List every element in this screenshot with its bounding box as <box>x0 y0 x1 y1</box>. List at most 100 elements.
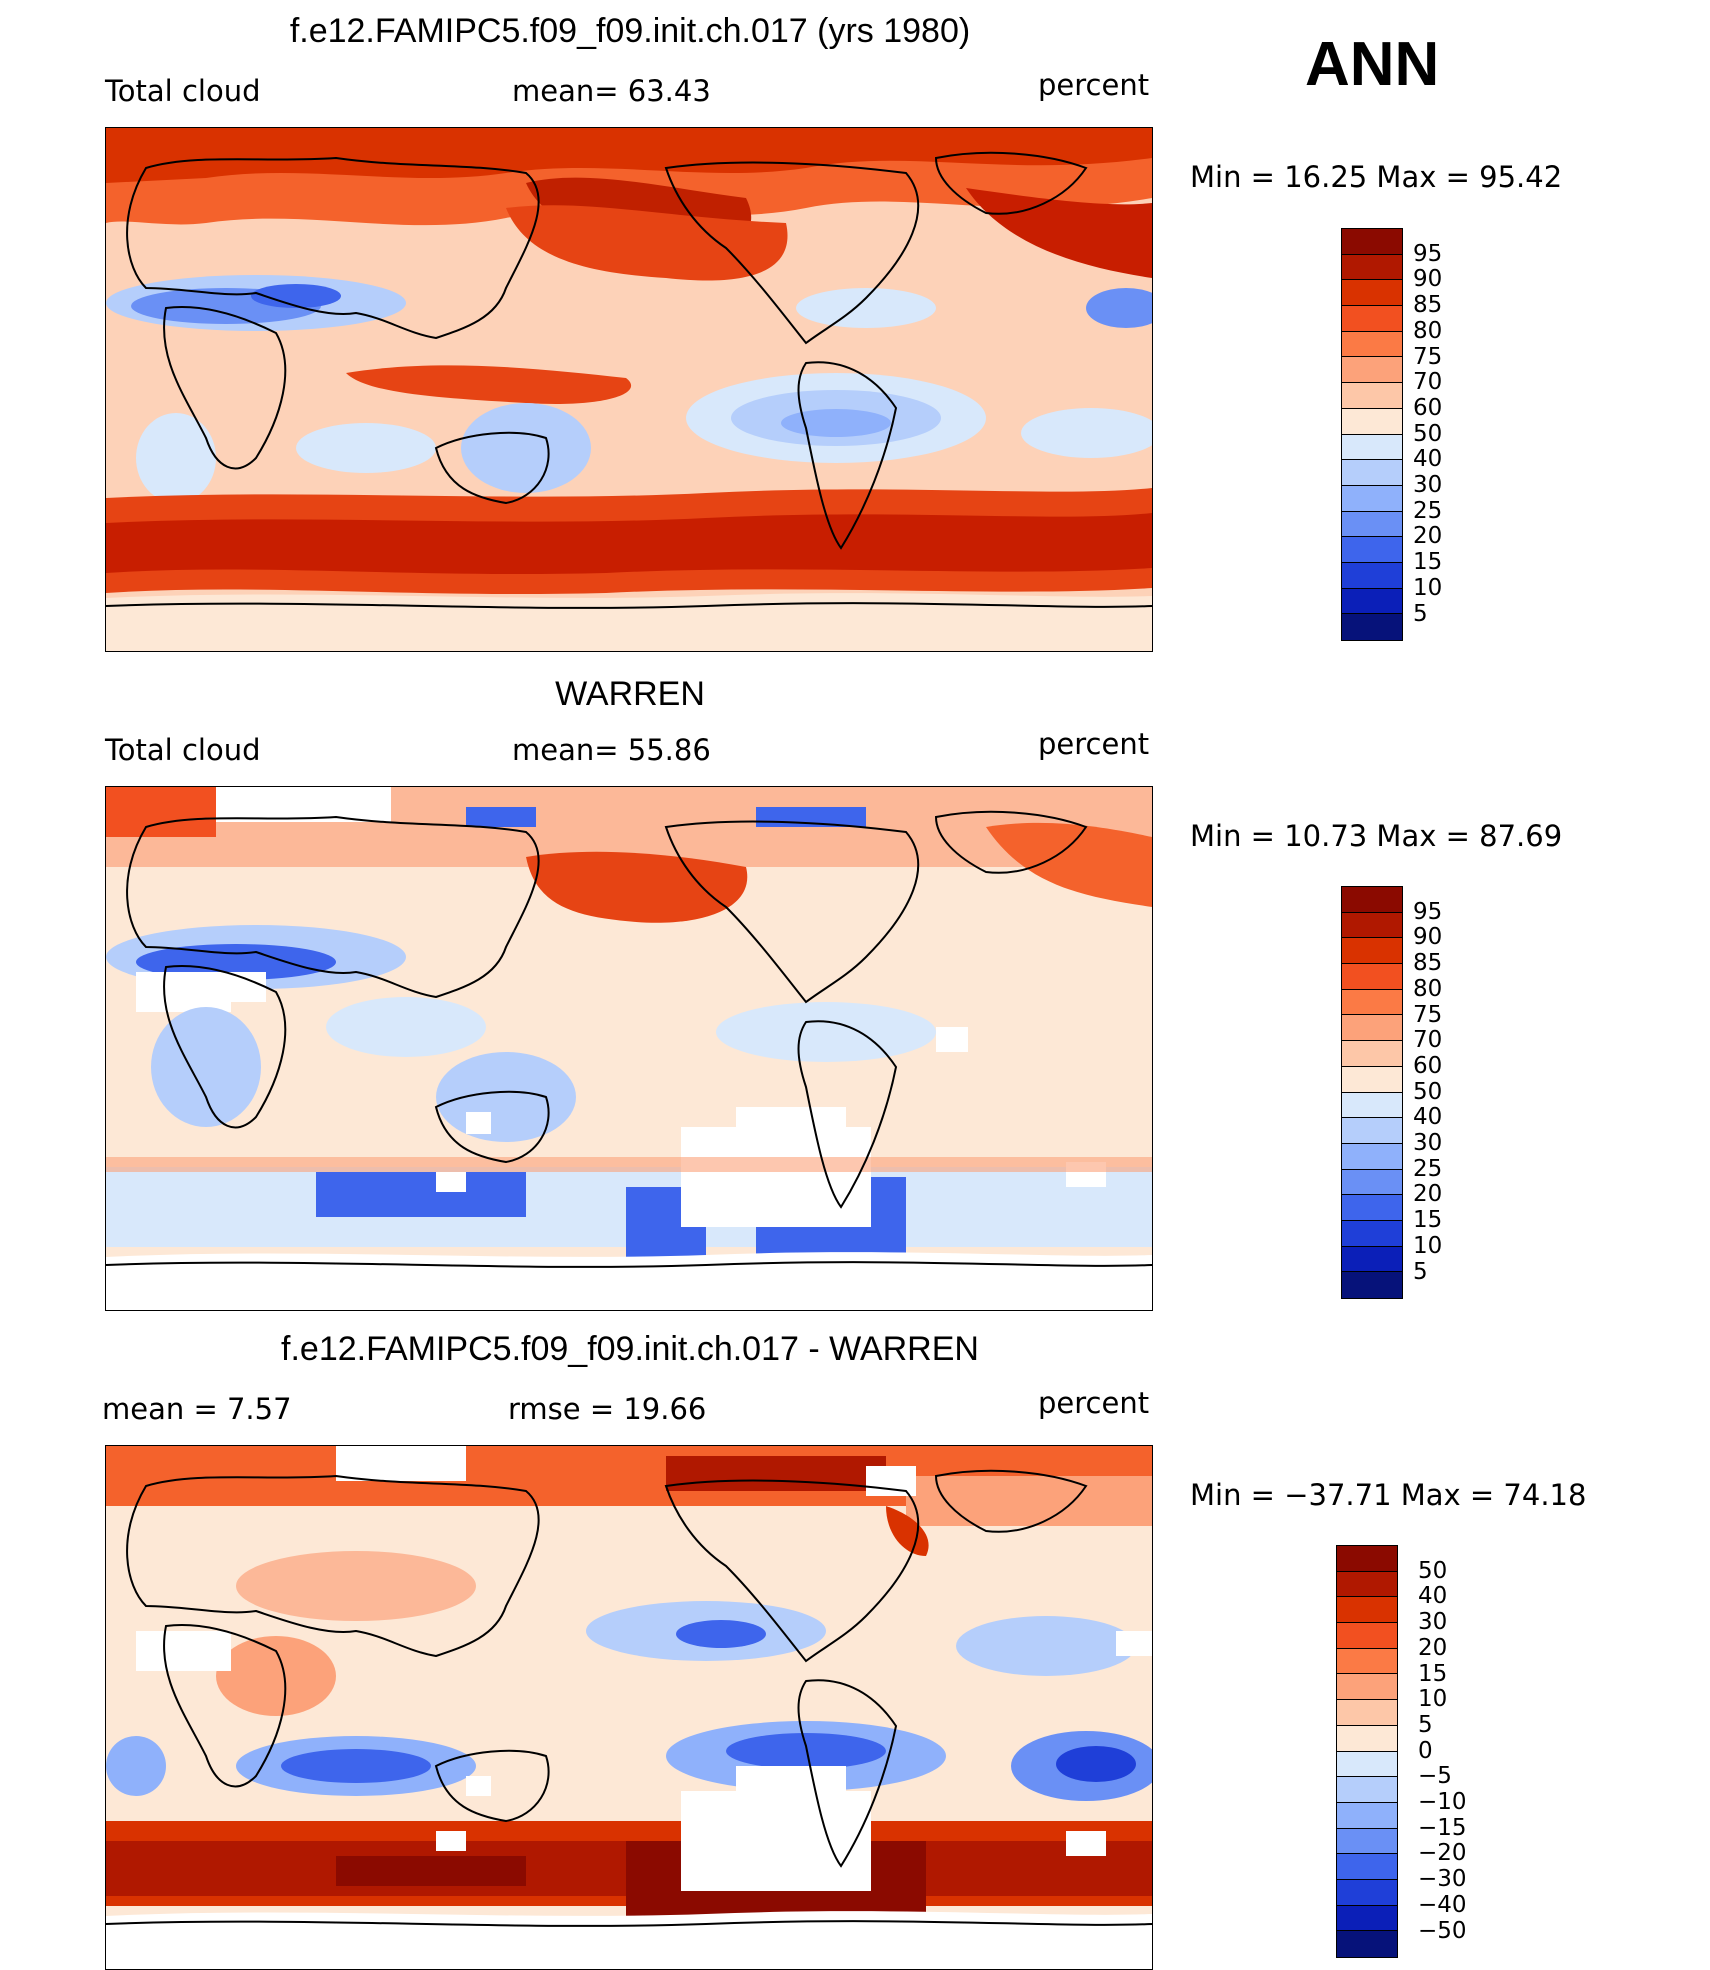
panel3-colorbar <box>1336 1545 1398 1958</box>
colorbar-tick-label: −10 <box>1418 1789 1467 1815</box>
colorbar-segment <box>1337 1905 1397 1932</box>
colorbar-segment <box>1342 280 1402 307</box>
panel3-units: percent <box>1038 1386 1150 1420</box>
colorbar-tick-label: −40 <box>1418 1891 1467 1918</box>
panel1-map-field <box>106 128 1152 651</box>
panel2-units: percent <box>1038 727 1150 761</box>
colorbar-segment <box>1342 460 1402 486</box>
colorbar-tick-label: 75 <box>1413 343 1443 370</box>
colorbar-tick-label: 10 <box>1413 1232 1443 1259</box>
colorbar-segment <box>1337 1648 1397 1675</box>
colorbar-tick-label: 50 <box>1413 1078 1443 1105</box>
colorbar-tick-label: 40 <box>1413 446 1443 473</box>
colorbar-segment <box>1342 434 1402 461</box>
colorbar-segment <box>1342 1066 1402 1093</box>
colorbar-segment <box>1337 1571 1397 1598</box>
colorbar-segment <box>1337 1854 1397 1880</box>
colorbar-tick-label: 30 <box>1413 472 1443 498</box>
colorbar-tick-label: 50 <box>1418 1557 1448 1584</box>
colorbar-tick-label: 5 <box>1418 1711 1433 1738</box>
colorbar-segment <box>1342 938 1402 965</box>
colorbar-segment <box>1342 1118 1402 1144</box>
colorbar-tick-label: 95 <box>1413 240 1443 267</box>
colorbar-segment <box>1342 331 1402 358</box>
panel1-map <box>105 127 1153 652</box>
colorbar-tick-label: −20 <box>1418 1840 1467 1867</box>
panel2-left-label: Total cloud <box>105 733 261 767</box>
panel2-map-field <box>106 787 1152 1310</box>
panel1-left-label: Total cloud <box>105 74 261 108</box>
colorbar-tick-label: 60 <box>1413 394 1443 421</box>
colorbar-segment <box>1342 1169 1402 1196</box>
colorbar-tick-label: 60 <box>1413 1052 1443 1079</box>
panel2-mean: mean= 55.86 <box>512 733 711 767</box>
colorbar-tick-label: 25 <box>1413 497 1443 524</box>
colorbar-tick-label: 15 <box>1418 1660 1448 1687</box>
panel2-title: WARREN <box>555 675 705 713</box>
colorbar-tick-label: 15 <box>1413 549 1443 576</box>
colorbar-segment <box>1342 562 1402 589</box>
colorbar-segment <box>1337 1751 1397 1778</box>
colorbar-segment <box>1342 912 1402 939</box>
colorbar-segment <box>1337 1546 1397 1572</box>
colorbar-tick-label: 90 <box>1413 924 1443 951</box>
colorbar-tick-label: 30 <box>1413 1130 1443 1156</box>
colorbar-segment <box>1337 1597 1397 1624</box>
colorbar-segment <box>1342 1015 1402 1042</box>
colorbar-tick-label: 20 <box>1418 1634 1448 1661</box>
colorbar-segment <box>1337 1777 1397 1803</box>
colorbar-segment <box>1342 383 1402 409</box>
panel1-title: f.e12.FAMIPC5.f09_f09.init.ch.017 (yrs 1… <box>289 12 971 50</box>
colorbar-segment <box>1342 964 1402 990</box>
colorbar-tick-label: 20 <box>1413 1181 1443 1208</box>
panel3-minmax: Min = −37.71 Max = 74.18 <box>1190 1478 1587 1512</box>
colorbar-tick-label: 70 <box>1413 1027 1443 1054</box>
panel2-minmax: Min = 10.73 Max = 87.69 <box>1190 819 1563 853</box>
colorbar-segment <box>1342 887 1402 913</box>
colorbar-segment <box>1342 1246 1402 1273</box>
season-label: ANN <box>1305 30 1440 99</box>
colorbar-tick-label: 30 <box>1418 1609 1448 1636</box>
colorbar-tick-label: 90 <box>1413 266 1443 293</box>
colorbar-segment <box>1337 1802 1397 1829</box>
colorbar-tick-label: −15 <box>1418 1814 1467 1841</box>
colorbar-tick-label: 40 <box>1418 1583 1448 1610</box>
colorbar-tick-label: 25 <box>1413 1155 1443 1182</box>
colorbar-segment <box>1342 229 1402 255</box>
colorbar-tick-label: −5 <box>1418 1763 1452 1790</box>
colorbar-tick-label: 5 <box>1413 1258 1428 1285</box>
colorbar-tick-label: 20 <box>1413 523 1443 550</box>
colorbar-segment <box>1337 1700 1397 1726</box>
colorbar-tick-label: 85 <box>1413 292 1443 319</box>
colorbar-segment <box>1337 1725 1397 1752</box>
panel1-units: percent <box>1038 68 1150 102</box>
panel1-colorbar <box>1341 228 1403 641</box>
colorbar-segment <box>1342 485 1402 512</box>
panel1-minmax: Min = 16.25 Max = 95.42 <box>1190 160 1563 194</box>
colorbar-tick-label: −50 <box>1418 1917 1467 1944</box>
colorbar-tick-label: 15 <box>1413 1207 1443 1234</box>
colorbar-segment <box>1342 1041 1402 1067</box>
colorbar-tick-label: 95 <box>1413 898 1443 925</box>
panel3-map <box>105 1445 1153 1970</box>
colorbar-segment <box>1337 1879 1397 1906</box>
colorbar-segment <box>1342 408 1402 435</box>
colorbar-segment <box>1342 1143 1402 1170</box>
colorbar-segment <box>1342 1092 1402 1119</box>
colorbar-segment <box>1342 306 1402 332</box>
colorbar-segment <box>1342 357 1402 384</box>
colorbar-tick-label: 40 <box>1413 1104 1443 1131</box>
colorbar-tick-label: 75 <box>1413 1001 1443 1028</box>
colorbar-segment <box>1342 537 1402 563</box>
colorbar-segment <box>1337 1828 1397 1855</box>
panel3-title: f.e12.FAMIPC5.f09_f09.init.ch.017 - WARR… <box>281 1330 979 1368</box>
colorbar-segment <box>1342 588 1402 615</box>
colorbar-segment <box>1342 614 1402 640</box>
colorbar-tick-label: 10 <box>1418 1686 1448 1713</box>
panel2-colorbar <box>1341 886 1403 1299</box>
panel1-mean: mean= 63.43 <box>512 74 711 108</box>
colorbar-tick-label: 50 <box>1413 420 1443 447</box>
colorbar-tick-label: 5 <box>1413 600 1428 627</box>
colorbar-segment <box>1342 1220 1402 1247</box>
colorbar-tick-label: 0 <box>1418 1737 1433 1764</box>
